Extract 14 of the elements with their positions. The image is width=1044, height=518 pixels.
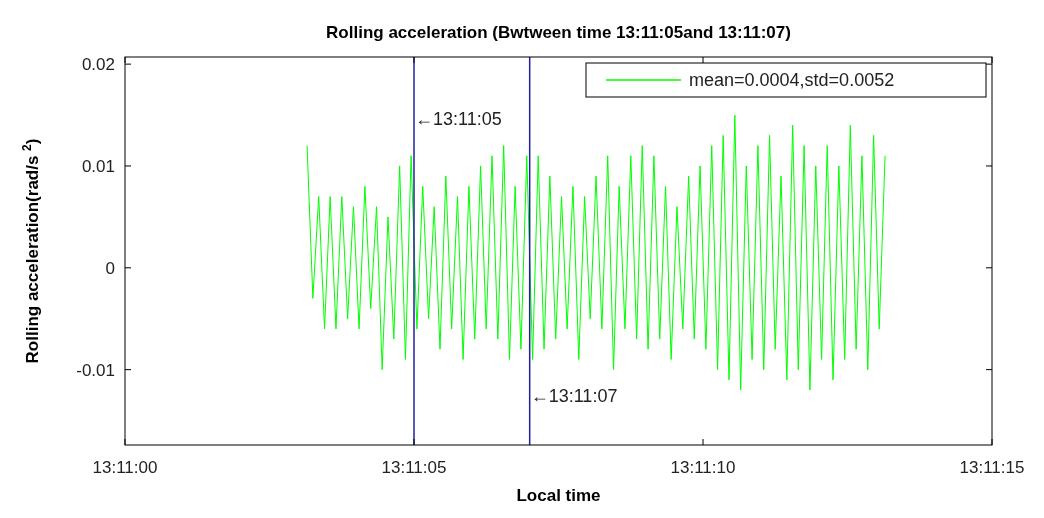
x-tick-label: 13:11:05 xyxy=(381,458,447,477)
x-tick-label: 13:11:00 xyxy=(92,458,158,477)
y-tick-label: -0.01 xyxy=(76,360,115,380)
y-tick-label: 0.02 xyxy=(81,55,115,75)
line-series xyxy=(306,114,886,391)
legend-label: mean=0.0004,std=0.0052 xyxy=(689,70,895,90)
x-tick-label: 13:11:10 xyxy=(670,458,736,477)
y-tick-label: 0.01 xyxy=(81,156,115,176)
y-tick-label: 0 xyxy=(105,258,115,278)
x-tick-label: 13:11:15 xyxy=(959,458,1025,477)
chart-title: Rolling acceleration (Bwtween time 13:11:05and 13:11:07) xyxy=(326,23,791,42)
ref-line-label: ←13:11:07 xyxy=(530,386,618,406)
ref-line-label: ←13:11:05 xyxy=(415,109,502,129)
x-axis-title: Local time xyxy=(516,486,601,505)
